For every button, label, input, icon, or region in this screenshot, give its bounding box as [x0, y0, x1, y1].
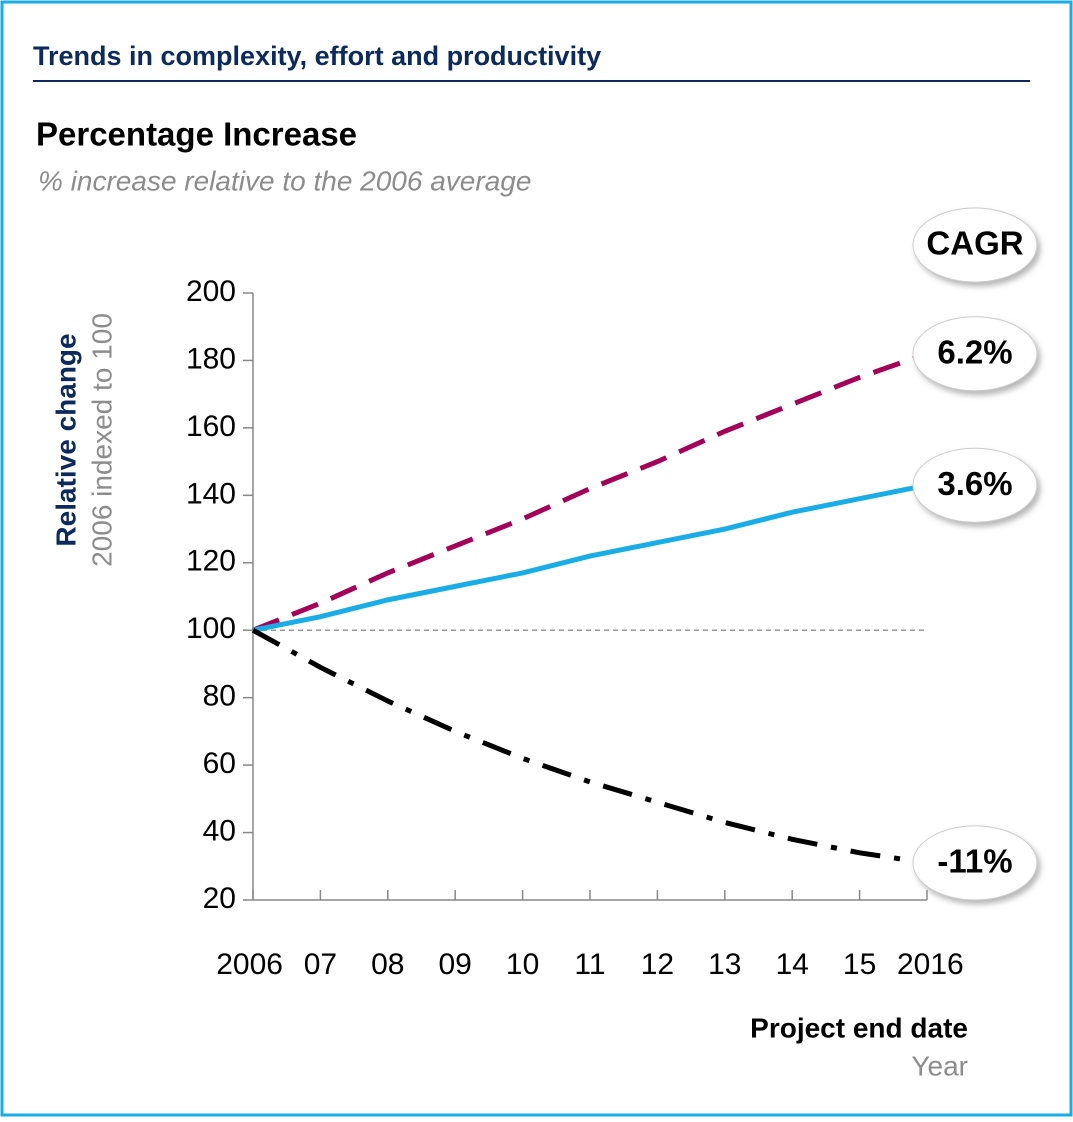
x-tick-label: 13	[708, 948, 741, 981]
cagr-label: 3.6%	[937, 465, 1012, 502]
y-tick-label: 20	[203, 882, 236, 915]
y-tick-label: 80	[203, 680, 236, 713]
x-axis-sublabel: Year	[911, 1050, 968, 1081]
y-tick-label: 140	[186, 477, 236, 510]
y-axis-sublabel: 2006 indexed to 100	[86, 313, 117, 567]
y-tick-label: 60	[203, 747, 236, 780]
x-tick-label: 11	[574, 948, 605, 981]
cagr-title-bubble	[912, 207, 1038, 283]
y-axis-label: Relative change	[50, 333, 81, 546]
cagr-label-bubble	[912, 316, 1038, 392]
x-tick-label: 14	[776, 948, 809, 981]
series-line	[251, 628, 928, 866]
series-line	[252, 482, 928, 633]
x-tick-label: 15	[843, 948, 876, 981]
chart-subtitle: % increase relative to the 2006 average	[38, 165, 531, 196]
header: Trends in complexity, effort and product…	[33, 41, 601, 71]
x-tick-label: 12	[641, 948, 674, 981]
cagr-title: CAGR	[926, 225, 1023, 262]
x-tick-label: 2016	[897, 948, 964, 981]
x-axis-label: Project end date	[750, 1012, 968, 1043]
x-tick-label: 08	[371, 948, 404, 981]
cagr-label: 6.2%	[937, 333, 1012, 370]
y-tick-label: 100	[186, 612, 236, 645]
cagr-label-bubble	[912, 825, 1038, 901]
x-tick-label: 07	[304, 948, 337, 981]
series-line	[252, 351, 928, 633]
y-tick-label: 180	[186, 342, 236, 375]
x-tick-label: 09	[439, 948, 472, 981]
y-tick-label: 120	[186, 545, 236, 578]
x-tick-label: 2006	[216, 948, 283, 981]
y-tick-label: 160	[186, 410, 236, 443]
cagr-label-bubble	[912, 447, 1038, 523]
cagr-label: -11%	[937, 843, 1012, 880]
x-tick-label: 10	[506, 948, 539, 981]
chart-title: Percentage Increase	[36, 116, 357, 153]
y-tick-label: 40	[203, 814, 236, 847]
y-tick-label: 200	[186, 275, 236, 308]
